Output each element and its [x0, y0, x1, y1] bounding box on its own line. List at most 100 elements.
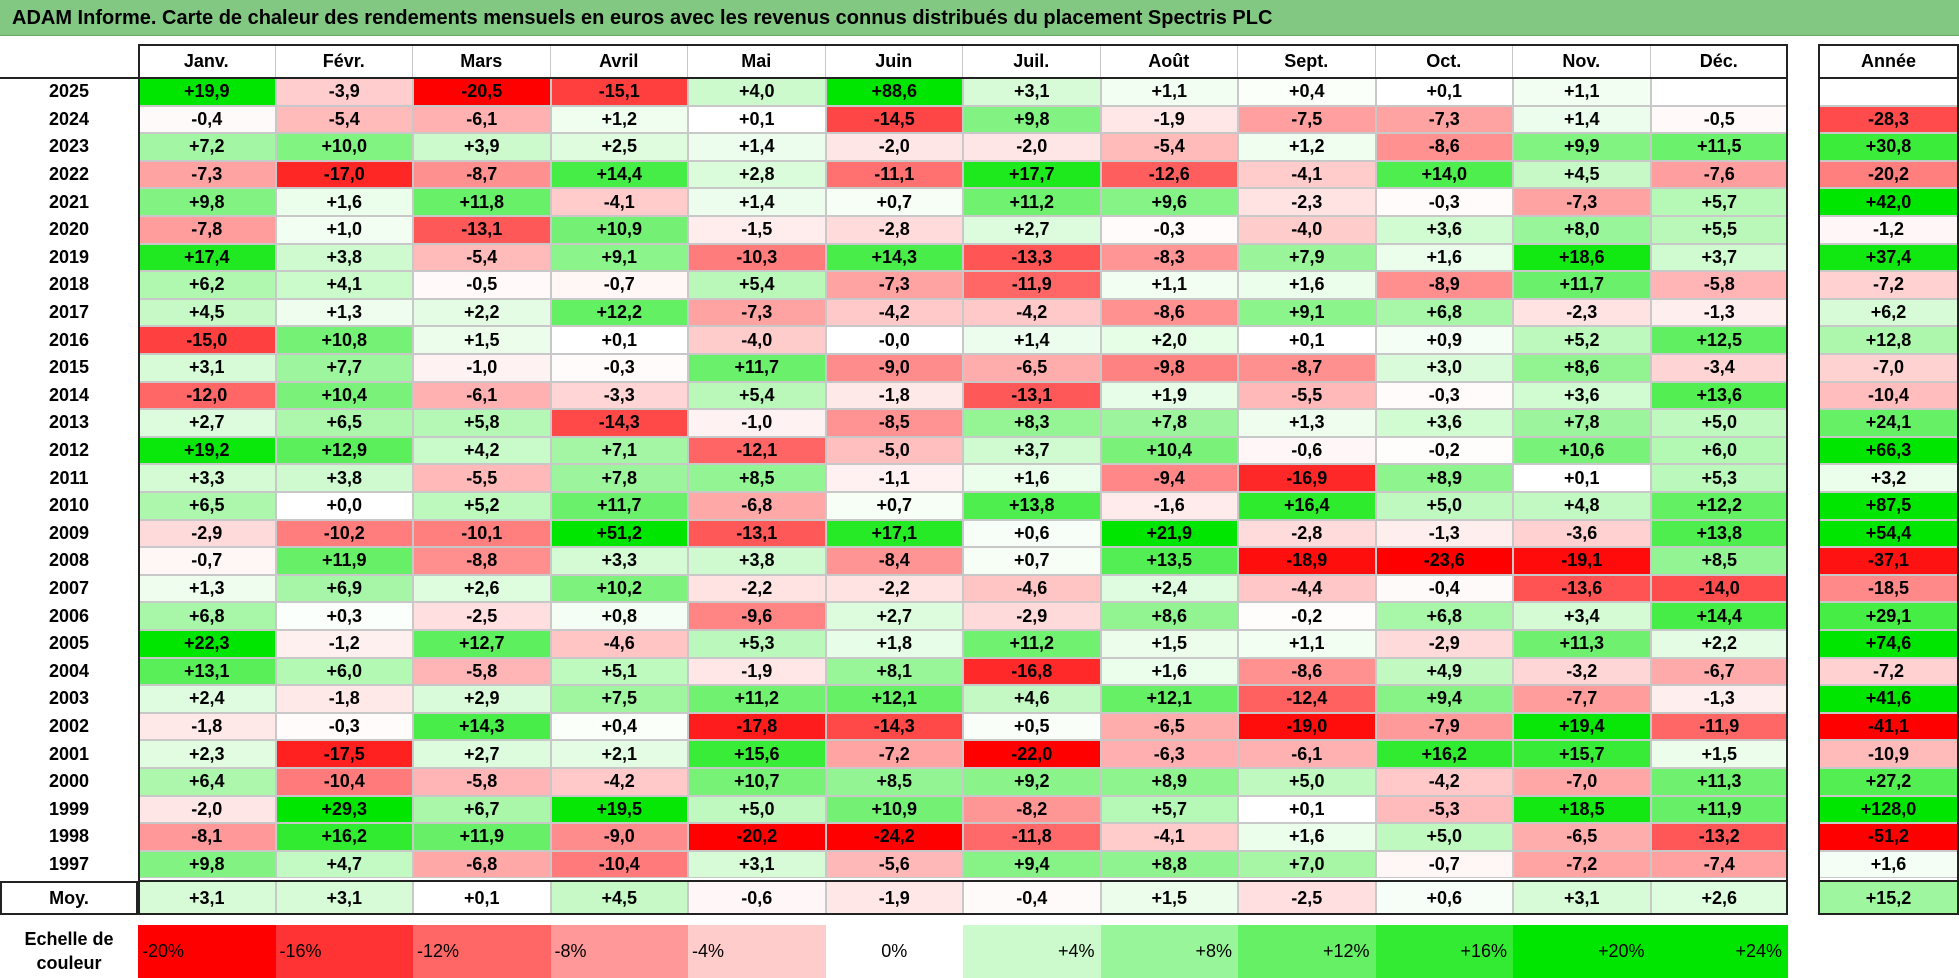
- heatmap-cell: +1,4: [688, 188, 826, 216]
- heatmap-cell: -7,3: [1513, 188, 1651, 216]
- heatmap-cell: -3,3: [550, 381, 688, 410]
- heatmap-cell: -1,5: [688, 216, 826, 244]
- annual-cell: -20,2: [1818, 160, 1959, 189]
- heatmap-cell: -9,4: [1100, 464, 1238, 492]
- heatmap-cell: +1,5: [1100, 630, 1238, 658]
- heatmap-cell: +11,9: [413, 823, 551, 851]
- annual-cell: +30,8: [1818, 133, 1959, 161]
- heatmap-cell: +8,5: [688, 464, 826, 492]
- heatmap-cell: +5,8: [413, 409, 551, 437]
- heatmap-cell: -13,6: [1513, 574, 1651, 603]
- annual-cell: +3,2: [1818, 464, 1959, 492]
- heatmap-cell: -0,5: [413, 271, 551, 299]
- heatmap-cell: +0,1: [1238, 326, 1376, 354]
- heatmap-cell: -6,7: [1650, 657, 1788, 686]
- heatmap-cell: -6,8: [688, 492, 826, 520]
- heatmap-cell: +11,2: [963, 630, 1101, 658]
- annual-cell: -10,9: [1818, 740, 1959, 768]
- heatmap-cell: -7,5: [1238, 105, 1376, 134]
- heatmap-cell: -2,2: [688, 574, 826, 603]
- annual-cell: -41,1: [1818, 712, 1959, 741]
- heatmap-cell: +2,6: [413, 574, 551, 603]
- heatmap-cell: +0,1: [1375, 78, 1513, 106]
- year-label: 2010: [48, 495, 90, 516]
- heatmap-cell: -7,9: [1375, 712, 1513, 741]
- heatmap-cell: +11,2: [963, 188, 1101, 216]
- average-cell: -1,9: [825, 881, 963, 915]
- heatmap-cell: +5,7: [1650, 188, 1788, 216]
- heatmap-cell: +2,0: [1100, 326, 1238, 354]
- heatmap-cell: -23,6: [1375, 547, 1513, 575]
- heatmap-cell: -1,3: [1650, 298, 1788, 327]
- heatmap-cell: -6,8: [413, 850, 551, 879]
- heatmap-cell: -1,3: [1375, 519, 1513, 548]
- heatmap-cell: -0,7: [1375, 850, 1513, 879]
- heatmap-cell: +8,5: [825, 768, 963, 796]
- heatmap-cell: -0,3: [1100, 216, 1238, 244]
- heatmap-cell: +13,5: [1100, 547, 1238, 575]
- heatmap-cell: -8,1: [138, 823, 276, 851]
- year-label: 2014: [48, 384, 90, 405]
- heatmap-cell: -0,3: [550, 354, 688, 382]
- year-label: 2012: [48, 440, 90, 461]
- month-header: Nov.: [1513, 44, 1651, 78]
- year-label: 2011: [49, 467, 89, 488]
- month-header: Juin: [826, 44, 963, 78]
- heatmap-cell: +13,8: [963, 492, 1101, 520]
- year-label: 1998: [48, 826, 90, 847]
- heatmap-cell: -6,5: [963, 354, 1101, 382]
- heatmap-cell: +1,1: [1100, 271, 1238, 299]
- heatmap-cell: -0,6: [1238, 436, 1376, 465]
- heatmap-cell: -13,1: [413, 216, 551, 244]
- heatmap-cell: -14,5: [825, 105, 963, 134]
- heatmap-cell: +12,7: [413, 630, 551, 658]
- heatmap-cell: +2,9: [413, 685, 551, 713]
- heatmap-cell: -2,8: [1238, 519, 1376, 548]
- header-separator-annual: [1818, 77, 1959, 79]
- heatmap-cell: +10,9: [550, 216, 688, 244]
- heatmap-cell: -5,6: [825, 850, 963, 879]
- heatmap-cell: -6,1: [413, 381, 551, 410]
- heatmap-cell: +0,1: [550, 326, 688, 354]
- annual-cell: +1,6: [1818, 850, 1959, 879]
- heatmap-cell: +16,2: [275, 823, 413, 851]
- heatmap-cell: +7,2: [138, 133, 276, 161]
- heatmap-cell: -6,1: [1238, 740, 1376, 768]
- annual-cell: -37,1: [1818, 547, 1959, 575]
- annual-cell: +37,4: [1818, 243, 1959, 272]
- heatmap-cell: -9,0: [550, 823, 688, 851]
- annual-cell: -7,0: [1818, 354, 1959, 382]
- heatmap-cell: +88,6: [825, 78, 963, 106]
- heatmap-cell: +10,9: [825, 795, 963, 824]
- color-scale-swatch: +16%: [1375, 925, 1513, 978]
- heatmap-cell: +4,8: [1513, 492, 1651, 520]
- heatmap-cell: -4,6: [550, 630, 688, 658]
- heatmap-cell: -7,2: [825, 740, 963, 768]
- heatmap-cell: +0,6: [963, 519, 1101, 548]
- heatmap-cell: +29,3: [275, 795, 413, 824]
- heatmap-cell: -12,1: [688, 436, 826, 465]
- color-scale-swatch: -12%: [413, 925, 551, 978]
- heatmap-cell: +3,8: [688, 547, 826, 575]
- heatmap-cell: +5,2: [413, 492, 551, 520]
- heatmap-cell: -20,5: [413, 78, 551, 106]
- heatmap-cell: +14,3: [825, 243, 963, 272]
- heatmap-cell: -4,4: [1238, 574, 1376, 603]
- heatmap-cell: +4,1: [275, 271, 413, 299]
- heatmap-cell: +2,7: [825, 602, 963, 630]
- heatmap-cell: -2,3: [1513, 298, 1651, 327]
- heatmap-cell: -2,2: [825, 574, 963, 603]
- year-label: 2015: [48, 357, 90, 378]
- heatmap-cell: +3,6: [1513, 381, 1651, 410]
- heatmap-cell: +6,0: [275, 657, 413, 686]
- heatmap-cell: +19,2: [138, 436, 276, 465]
- year-label: 2021: [48, 191, 90, 212]
- heatmap-cell: -17,8: [688, 712, 826, 741]
- year-label: 2018: [48, 274, 90, 295]
- heatmap-cell: +4,2: [413, 436, 551, 465]
- heatmap-cell: -18,9: [1238, 547, 1376, 575]
- color-scale-label: Echelle de couleur: [24, 929, 114, 973]
- annual-cell: +128,0: [1818, 795, 1959, 824]
- heatmap-cell: -2,9: [963, 602, 1101, 630]
- heatmap-cell: -1,3: [1650, 685, 1788, 713]
